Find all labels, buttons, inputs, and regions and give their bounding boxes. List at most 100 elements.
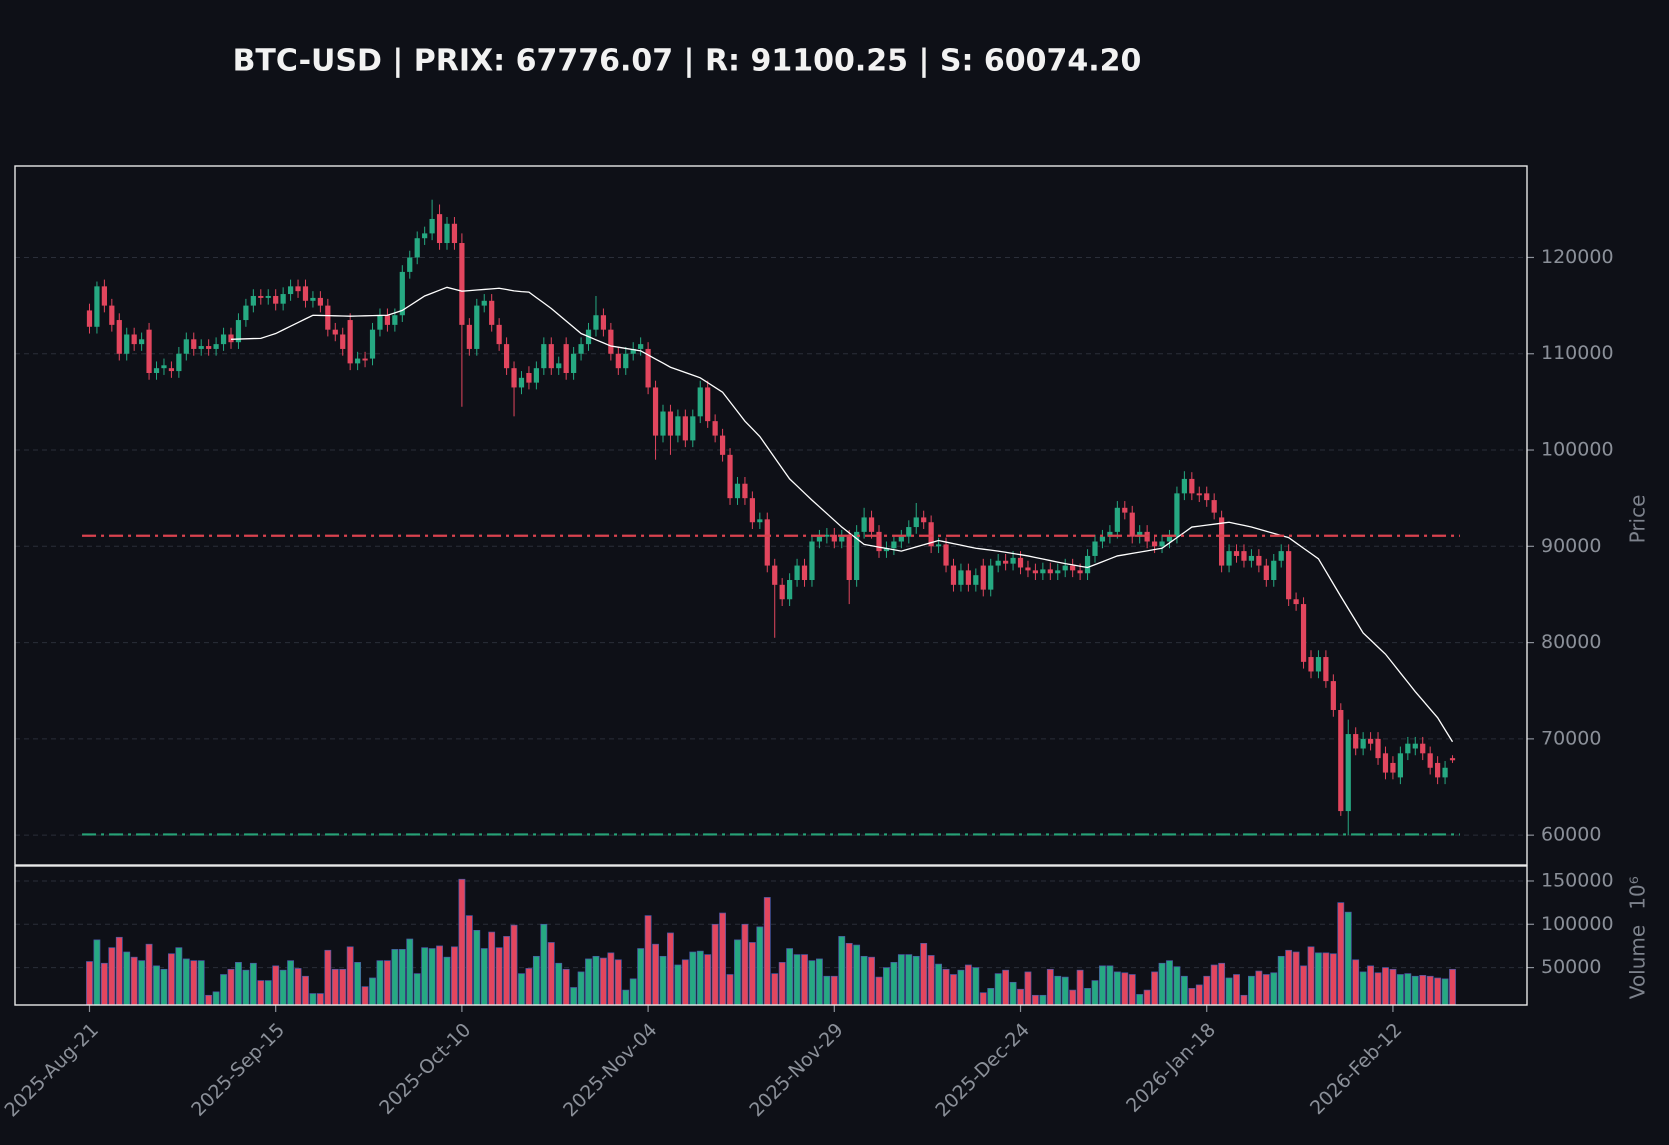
volume-bar [190,960,198,1006]
volume-bar [197,960,205,1006]
candle-body [153,368,160,374]
candle-body [161,365,167,369]
volume-bar [272,965,280,1006]
volume-bar [540,923,548,1006]
candle-body [697,387,703,417]
candle-body [1174,493,1180,537]
candle-body [764,519,770,566]
volume-bar [436,945,443,1006]
candle-body [816,536,823,542]
candle-body [146,329,152,374]
volume-bar [316,993,324,1006]
candle-body [1055,570,1061,574]
volume-bar [1344,911,1352,1006]
candle-body [690,416,696,441]
candle-body [1449,758,1456,761]
candle-body [1382,753,1389,773]
moving-average-line [230,286,1454,743]
volume-bar [1002,969,1010,1006]
candle-body [325,305,331,330]
candle-body [1271,560,1277,581]
candle-body [1308,657,1314,672]
candle-body [1345,734,1351,812]
volume-bar [257,980,265,1006]
candle-body [489,300,495,325]
volume-bar [942,968,950,1006]
volume-bar [905,954,913,1006]
volume-bar [786,948,794,1006]
candle-body [682,416,688,441]
volume-bar [868,956,875,1006]
volume-bar [168,953,175,1006]
volume-bar [1359,971,1367,1006]
volume-bar [145,943,153,1006]
candle-body [414,238,420,258]
candle-body [466,324,472,349]
volume-bar [1188,988,1196,1006]
volume-bar [100,962,108,1006]
candle-body [399,271,405,316]
volume-bar [935,963,942,1006]
candle-body [369,329,376,359]
volume-bar [1091,980,1099,1006]
candle-body [719,435,726,455]
candle-body [183,339,189,354]
volume-bar [1128,974,1136,1006]
candle-body [734,483,741,499]
volume-bar [480,948,488,1006]
volume-bar [1158,962,1166,1006]
candle-body [608,329,614,354]
volume-bar [309,993,317,1006]
volume-bar [532,955,540,1006]
volume-bar [324,949,332,1006]
candle-body [1062,565,1068,571]
candle-body [422,233,428,239]
volume-bar [264,980,272,1006]
volume-bar [428,948,436,1006]
volume-bar [689,951,697,1006]
volume-bar [130,956,138,1006]
volume-bar [614,959,622,1006]
candle-body [600,315,607,330]
candle-body [1211,500,1217,513]
candle-body [950,565,957,585]
volume-bar [465,915,473,1006]
candle-body [474,305,480,349]
volume-tick-label: 100000 [1541,913,1614,935]
candle-body [1315,657,1322,672]
volume-bar [510,924,518,1006]
volume-bar [458,878,466,1006]
candle-body [1367,738,1374,744]
candle-body [749,498,755,523]
candle-body [995,560,1001,566]
volume-bar [235,962,242,1006]
volume-bar [704,954,712,1006]
volume-frame [14,865,1528,1006]
volume-bar [637,948,645,1006]
volume-bar [629,978,637,1006]
candle-body [831,534,837,542]
candle-body [444,223,450,244]
candle-body [615,353,621,369]
volume-bar [1233,974,1240,1006]
candle-body [965,570,971,585]
candle-body [883,548,890,552]
candle-body [712,421,718,436]
candle-body [109,305,115,325]
volume-bar [108,947,116,1006]
candle-body [1099,536,1106,542]
candle-body [839,536,845,542]
candle-body [757,519,763,523]
volume-bar [1210,964,1218,1006]
candle-body [973,575,979,585]
candle-body [742,483,748,499]
volume-bar [525,968,533,1006]
candle-body [1025,567,1031,571]
volume-bar [175,947,183,1006]
candle-body [563,344,569,374]
volume-bar [1121,972,1129,1006]
candle-body [139,339,145,345]
candle-body [1293,599,1299,605]
volume-bar [1449,968,1456,1006]
